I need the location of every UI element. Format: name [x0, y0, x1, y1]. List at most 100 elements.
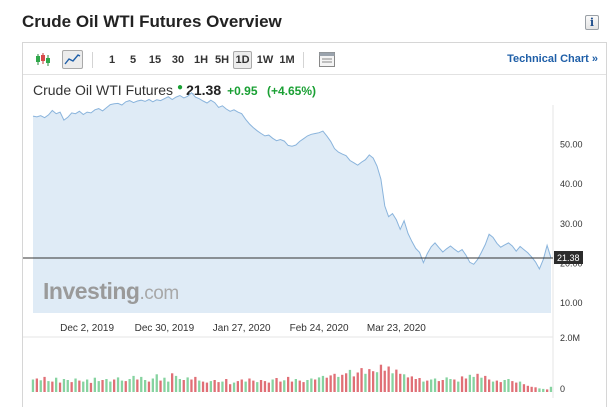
toolbar-separator [303, 52, 304, 68]
price-series-line [32, 91, 552, 271]
info-icon[interactable]: i [585, 15, 599, 30]
volume-bar [229, 384, 232, 392]
candlestick-icon[interactable] [33, 50, 54, 69]
chart-widget: 1 5 15 30 1H 5H 1D 1W 1M Technical Chart » Crude… [22, 42, 607, 407]
volume-bar [449, 379, 452, 392]
volume-bar [275, 378, 278, 392]
interval-button-5h[interactable]: 5H [214, 54, 230, 66]
volume-bar [375, 372, 379, 392]
volume-bar [213, 380, 216, 392]
volume-bar [526, 385, 529, 392]
volume-bar [391, 373, 394, 392]
volume-bar [418, 378, 421, 392]
volume-bar [472, 376, 475, 392]
volume-bar [360, 368, 363, 392]
interval-button-15[interactable]: 15 [148, 54, 162, 66]
volume-bar [368, 369, 371, 392]
volume-bar [314, 379, 317, 392]
interval-button-1[interactable]: 1 [108, 54, 116, 66]
volume-bar [464, 378, 468, 392]
volume-bar [93, 377, 96, 392]
price-change-percent: (+4.65%) [266, 84, 316, 98]
x-tick-label: Feb 24, 2020 [290, 323, 349, 334]
interval-button-5[interactable]: 5 [129, 54, 137, 66]
technical-chart-link[interactable]: Technical Chart » [507, 53, 598, 65]
volume-bar [372, 371, 375, 392]
volume-bar [515, 382, 518, 392]
volume-bar [433, 378, 437, 392]
volume-bar [105, 379, 108, 392]
interval-button-30[interactable]: 30 [171, 54, 185, 66]
volume-bar [422, 381, 425, 392]
volume-bar [101, 380, 104, 392]
volume-bar [395, 369, 398, 392]
volume-bar [430, 379, 433, 392]
volume-bar [310, 378, 313, 392]
volume-bar [302, 382, 305, 392]
volume-bar [225, 379, 228, 392]
volume-bar [178, 379, 181, 392]
volume-bar [511, 381, 514, 392]
y-tick-label: 10.00 [560, 298, 583, 308]
volume-bar [495, 380, 498, 392]
volume-bar [522, 384, 526, 392]
table-icon-svg [319, 52, 335, 67]
volume-bar [279, 381, 282, 392]
volume-bar [198, 380, 201, 392]
volume-bar [209, 381, 212, 392]
volume-bar [89, 382, 93, 392]
volume-bar [414, 379, 417, 392]
volume-bar [51, 381, 54, 392]
volume-bar [325, 377, 328, 392]
volume-bar [538, 388, 541, 392]
volume-bar [441, 380, 444, 392]
interval-button-1d[interactable]: 1D [233, 51, 252, 69]
volume-bar [190, 379, 193, 392]
volume-bar [399, 373, 402, 392]
volume-bar [43, 376, 46, 392]
x-tick-label: Dec 2, 2019 [60, 323, 114, 334]
table-icon[interactable] [318, 51, 336, 68]
live-indicator-icon: ● [177, 82, 184, 93]
volume-bar [298, 380, 301, 392]
volume-bar [549, 386, 553, 392]
interval-button-1w[interactable]: 1W [256, 54, 274, 66]
volume-bar [294, 379, 297, 392]
volume-bar [182, 380, 185, 392]
line-chart-icon[interactable] [62, 50, 83, 69]
volume-bar [58, 382, 62, 392]
volume-bar [345, 373, 348, 392]
interval-button-1h[interactable]: 1H [193, 54, 209, 66]
volume-bar [86, 379, 89, 392]
volume-bar [290, 381, 294, 392]
volume-bar [476, 373, 479, 392]
volume-bar [256, 382, 259, 392]
interval-button-1m[interactable]: 1M [279, 54, 295, 66]
volume-bar [306, 380, 309, 392]
volume-bar [453, 379, 456, 392]
volume-bar [70, 382, 73, 392]
volume-bar [62, 379, 66, 392]
volume-bar [271, 379, 274, 392]
volume-bar [387, 366, 390, 392]
volume-bar [283, 380, 286, 392]
volume-bar [333, 373, 336, 392]
y-tick-label: 30.00 [560, 219, 583, 229]
volume-max-label: 2.0M [560, 333, 580, 343]
page-title: Crude Oil WTI Futures Overview [22, 12, 282, 31]
volume-bar [403, 374, 406, 392]
volume-bar [248, 378, 251, 392]
volume-bar [348, 369, 352, 392]
volume-bar [167, 381, 170, 392]
volume-bar [171, 373, 174, 392]
volume-bar [546, 389, 549, 392]
volume-bar [116, 377, 120, 392]
volume-bar [205, 382, 209, 392]
volume-bar [113, 379, 116, 392]
volume-bar [460, 376, 464, 392]
last-price: 21.38 [186, 82, 222, 98]
volume-bar [244, 381, 247, 392]
volume-bar [109, 381, 112, 392]
